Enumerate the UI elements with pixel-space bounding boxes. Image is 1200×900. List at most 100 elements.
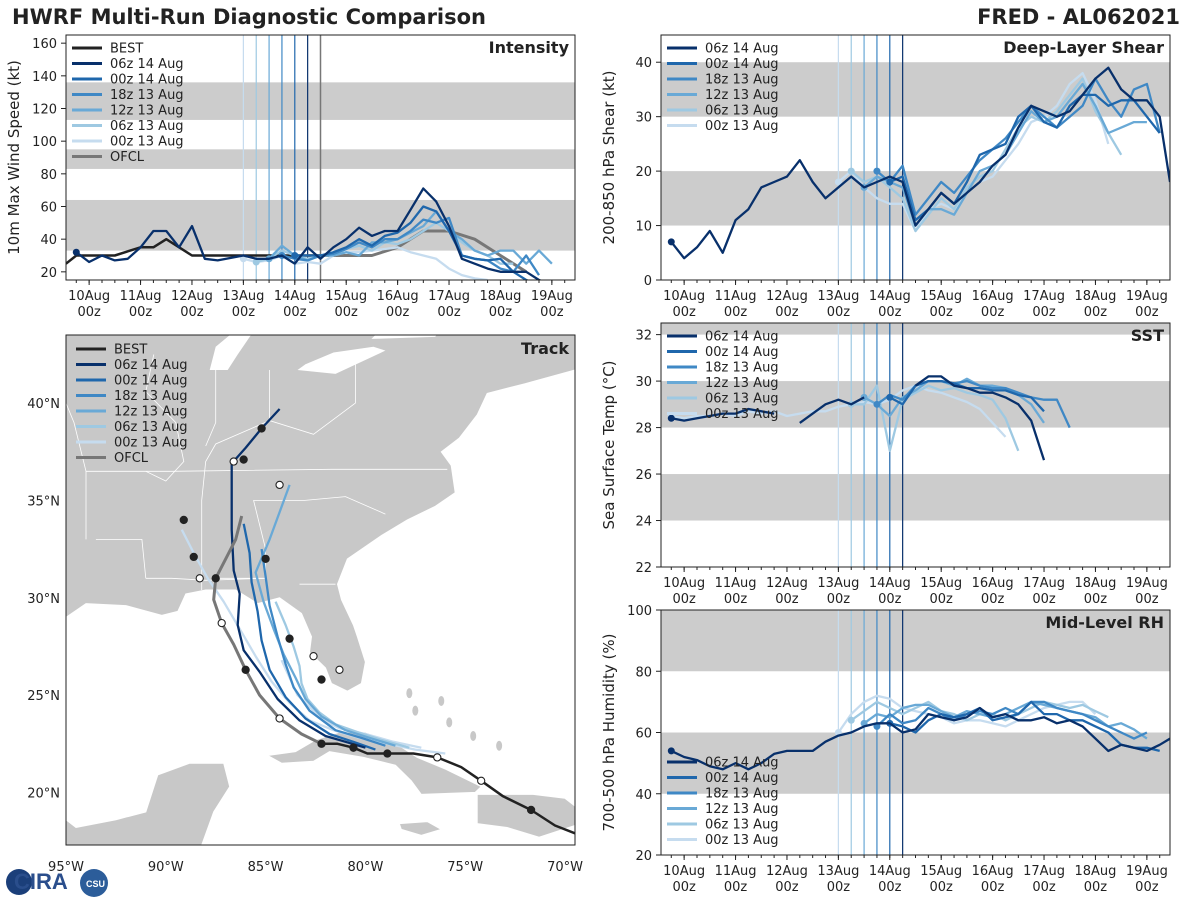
land-bahamas: [446, 717, 453, 728]
track-position-marker: [317, 675, 326, 684]
x-tick-label: 14Aug: [869, 576, 911, 591]
legend-label: 06z 13 Aug: [705, 818, 779, 833]
x-tick-label: 00z: [724, 592, 748, 607]
x-tick-label: 15Aug: [920, 576, 962, 591]
x-tick-label: 00z: [827, 305, 851, 320]
x-tick-label: 16Aug: [377, 289, 419, 304]
track-position-marker: [433, 753, 442, 762]
init-marker: [886, 393, 894, 401]
x-tick-label: 16Aug: [972, 576, 1014, 591]
x-tick-label: 12Aug: [766, 289, 808, 304]
x-tick-label: 17Aug: [428, 289, 470, 304]
forecast-track: [254, 484, 396, 747]
series-line: [876, 379, 1071, 429]
x-tick-label: 11Aug: [120, 289, 162, 304]
x-tick-label: 11Aug: [715, 289, 757, 304]
x-tick-label: 00z: [1135, 305, 1159, 320]
x-tick-label: 11Aug: [715, 864, 757, 879]
x-tick-label: 00z: [1032, 592, 1056, 607]
legend-label: 06z 14 Aug: [110, 57, 184, 72]
x-tick-label: 13Aug: [817, 576, 859, 591]
track-position-marker: [179, 515, 188, 525]
x-tick-label: 14Aug: [869, 289, 911, 304]
legend-label: 06z 14 Aug: [705, 756, 779, 771]
shaded-band: [661, 610, 1170, 672]
shaded-band: [661, 732, 1170, 794]
forecast-track: [230, 408, 366, 749]
x-tick-label: 17Aug: [1023, 289, 1065, 304]
land-north-america: [66, 335, 575, 692]
x-tick-label: 00z: [775, 880, 799, 895]
lat-tick-label: 25°N: [27, 689, 60, 704]
x-tick-label: 00z: [1084, 880, 1108, 895]
x-tick-label: 00z: [1032, 880, 1056, 895]
series-line: [876, 77, 1161, 216]
track-position-marker: [285, 634, 294, 643]
legend-label: 00z 14 Aug: [114, 374, 188, 389]
legend-label: 06z 13 Aug: [114, 420, 188, 435]
forecast-track: [260, 548, 386, 747]
track-position-marker: [189, 552, 198, 562]
panel-title: Track: [521, 339, 569, 358]
plot-area: [66, 187, 553, 280]
init-marker: [847, 167, 855, 175]
legend-label: 00z 13 Aug: [114, 436, 188, 451]
lon-tick-label: 95°W: [48, 860, 84, 875]
init-marker: [873, 400, 881, 408]
x-tick-label: 11Aug: [715, 576, 757, 591]
x-tick-label: 13Aug: [222, 289, 264, 304]
land-bahamas: [412, 705, 419, 716]
x-tick-label: 00z: [981, 592, 1005, 607]
x-tick-label: 00z: [724, 305, 748, 320]
x-tick-label: 00z: [827, 880, 851, 895]
x-tick-label: 00z: [930, 305, 954, 320]
x-tick-label: 00z: [775, 305, 799, 320]
y-tick-label: 120: [32, 103, 57, 118]
legend-label: 18z 13 Aug: [705, 73, 779, 88]
map-area: [66, 335, 575, 845]
x-tick-label: 16Aug: [972, 864, 1014, 879]
track-position-marker: [526, 805, 536, 815]
legend-label: 06z 14 Aug: [705, 330, 779, 345]
track-position-marker: [257, 424, 266, 433]
x-tick-label: 00z: [878, 880, 902, 895]
x-tick-label: 15Aug: [325, 289, 367, 304]
y-tick-label: 30: [635, 375, 652, 390]
lat-tick-label: 35°N: [27, 494, 60, 509]
x-tick-label: 00z: [930, 880, 954, 895]
y-tick-label: 32: [635, 329, 652, 344]
panel-rh: 2040608010010Aug00z11Aug00z12Aug00z13Aug…: [600, 604, 1171, 895]
plot-area: [667, 375, 1071, 461]
x-tick-label: 00z: [77, 305, 101, 320]
init-marker: [252, 258, 260, 266]
series-line: [670, 66, 1170, 260]
init-marker: [873, 167, 881, 175]
lon-tick-label: 85°W: [248, 860, 284, 875]
y-tick-label: 28: [635, 422, 652, 437]
legend-label: 12z 13 Aug: [705, 376, 779, 391]
legend-label: OFCL: [114, 451, 149, 466]
track-position-marker: [383, 749, 392, 758]
panel-title: Intensity: [489, 38, 570, 57]
x-tick-label: 00z: [1084, 592, 1108, 607]
legend-label: 18z 13 Aug: [110, 88, 184, 103]
legend-label: 00z 13 Aug: [110, 135, 184, 150]
x-tick-label: 00z: [335, 305, 359, 320]
cira-logo: CIRA CSU: [6, 869, 108, 897]
y-tick-label: 20: [635, 165, 652, 180]
legend-label: 00z 13 Aug: [705, 119, 779, 134]
panel-shear: 01020304010Aug00z11Aug00z12Aug00z13Aug00…: [600, 34, 1171, 320]
lon-tick-label: 70°W: [547, 860, 583, 875]
panel-title: Mid-Level RH: [1045, 613, 1164, 632]
x-tick-label: 00z: [827, 592, 851, 607]
track-position-marker: [349, 743, 358, 752]
y-tick-label: 20: [40, 266, 57, 281]
y-tick-label: 160: [32, 37, 57, 52]
x-tick-label: 13Aug: [817, 864, 859, 879]
track-position-marker: [335, 665, 344, 674]
x-tick-label: 17Aug: [1023, 576, 1065, 591]
plot-area: [667, 694, 1170, 771]
x-tick-label: 19Aug: [531, 289, 573, 304]
land-bahamas: [438, 695, 445, 706]
legend-label: 00z 14 Aug: [110, 73, 184, 88]
